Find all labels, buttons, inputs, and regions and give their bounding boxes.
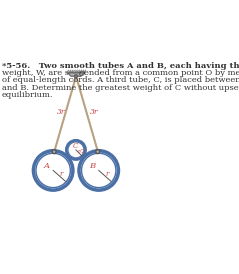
- Text: 3r: 3r: [90, 108, 98, 116]
- Text: C: C: [73, 142, 79, 150]
- Circle shape: [36, 153, 70, 188]
- Circle shape: [68, 142, 84, 158]
- Text: A: A: [44, 162, 50, 170]
- Circle shape: [66, 140, 86, 159]
- Circle shape: [52, 150, 56, 154]
- Circle shape: [96, 150, 100, 154]
- Text: r: r: [60, 170, 63, 178]
- Text: *5-56.   Two smooth tubes A and B, each having the same: *5-56. Two smooth tubes A and B, each ha…: [1, 62, 239, 70]
- Text: r/2: r/2: [78, 149, 86, 154]
- Text: O: O: [78, 70, 85, 78]
- Text: weight, W, are suspended from a common point O by means: weight, W, are suspended from a common p…: [1, 69, 239, 77]
- Text: equilibrium.: equilibrium.: [1, 91, 53, 99]
- Text: of equal-length cords. A third tube, C, is placed between A: of equal-length cords. A third tube, C, …: [1, 76, 239, 84]
- Text: B: B: [90, 162, 96, 170]
- Text: 3r: 3r: [57, 108, 66, 116]
- Polygon shape: [68, 73, 84, 76]
- Circle shape: [81, 153, 116, 188]
- Circle shape: [79, 151, 119, 190]
- Text: r: r: [105, 170, 109, 178]
- Circle shape: [33, 151, 73, 190]
- Text: and B. Determine the greatest weight of C without upsetting: and B. Determine the greatest weight of …: [1, 84, 239, 92]
- Circle shape: [74, 75, 77, 78]
